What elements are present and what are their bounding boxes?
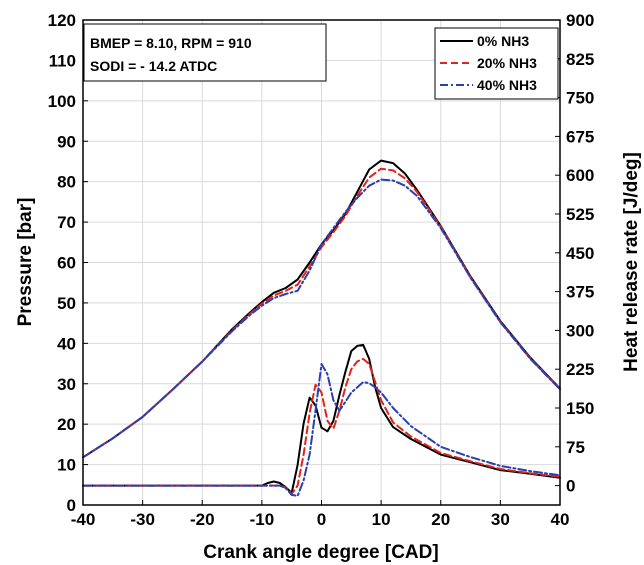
y-tick-label: 40 [57, 334, 76, 353]
y-tick-label: 120 [48, 11, 76, 30]
y-tick-label: 100 [48, 92, 76, 111]
y-tick-label: 10 [57, 456, 76, 475]
x-tick-label: -20 [190, 510, 215, 529]
annotation-frame [83, 23, 327, 82]
y2-tick-label: 300 [566, 321, 594, 340]
legend-label-1: 20% NH3 [477, 55, 537, 71]
annotation-line-1: BMEP = 8.10, RPM = 910 [90, 35, 252, 51]
series-line-3-heat-release [82, 343, 561, 494]
series-line-4-heat-release [82, 357, 561, 495]
y-tick-label: 20 [57, 415, 76, 434]
annotation-line-2: SODI = - 14.2 ATDC [90, 58, 217, 74]
x-tick-label: -40 [71, 510, 96, 529]
x-tick-label: 40 [551, 510, 570, 529]
y2-tick-label: 750 [566, 89, 594, 108]
y2-tick-label: 675 [566, 127, 594, 146]
y2-tick-label: 75 [566, 438, 585, 457]
legend-label-0: 0% NH3 [477, 33, 529, 49]
y-tick-label: 50 [57, 294, 76, 313]
y2-tick-label: 525 [566, 205, 594, 224]
series-line-5-heat-release [82, 363, 561, 497]
legend-label-2: 40% NH3 [477, 77, 537, 93]
y2-tick-label: 600 [566, 166, 594, 185]
y2-tick-label: 150 [566, 399, 594, 418]
y2-tick-label: 0 [566, 477, 575, 496]
ticks: -40 -30 -20 -10 0 10 20 30 40 0 10 20 30 40 50 60 70 80 90… [48, 11, 595, 529]
y-tick-label: 80 [57, 173, 76, 192]
x-tick-label: 10 [372, 510, 391, 529]
annotation-box: BMEP = 8.10, RPM = 910 SODI = - 14.2 ATD… [83, 23, 327, 82]
x-tick-label: -10 [250, 510, 275, 529]
y-axis-title: Pressure [bar] [15, 198, 36, 327]
y2-tick-label: 825 [566, 50, 594, 69]
y2-tick-label: 225 [566, 360, 594, 379]
x-tick-label: 30 [491, 510, 510, 529]
x-tick-label: 20 [431, 510, 450, 529]
x-tick-label: 0 [317, 510, 326, 529]
legend: 0% NH3 20% NH3 40% NH3 [434, 27, 559, 100]
y-tick-label: 90 [57, 132, 76, 151]
y-tick-label: 60 [57, 254, 76, 273]
x-tick-label: -30 [130, 510, 155, 529]
y2-tick-label: 375 [566, 283, 594, 302]
y-tick-label: 110 [49, 51, 76, 70]
y-tick-label: 30 [57, 375, 76, 394]
y2-axis-title: Heat release rate [J/deg] [621, 152, 642, 372]
y-tick-label: 70 [57, 213, 76, 232]
y2-tick-label: 900 [566, 11, 594, 30]
x-axis-title: Crank angle degree [CAD] [203, 542, 438, 563]
series-layer [82, 159, 561, 497]
y-tick-label: 0 [67, 496, 76, 515]
y2-tick-label: 450 [566, 244, 594, 263]
series-line-2-pressure [82, 178, 561, 459]
